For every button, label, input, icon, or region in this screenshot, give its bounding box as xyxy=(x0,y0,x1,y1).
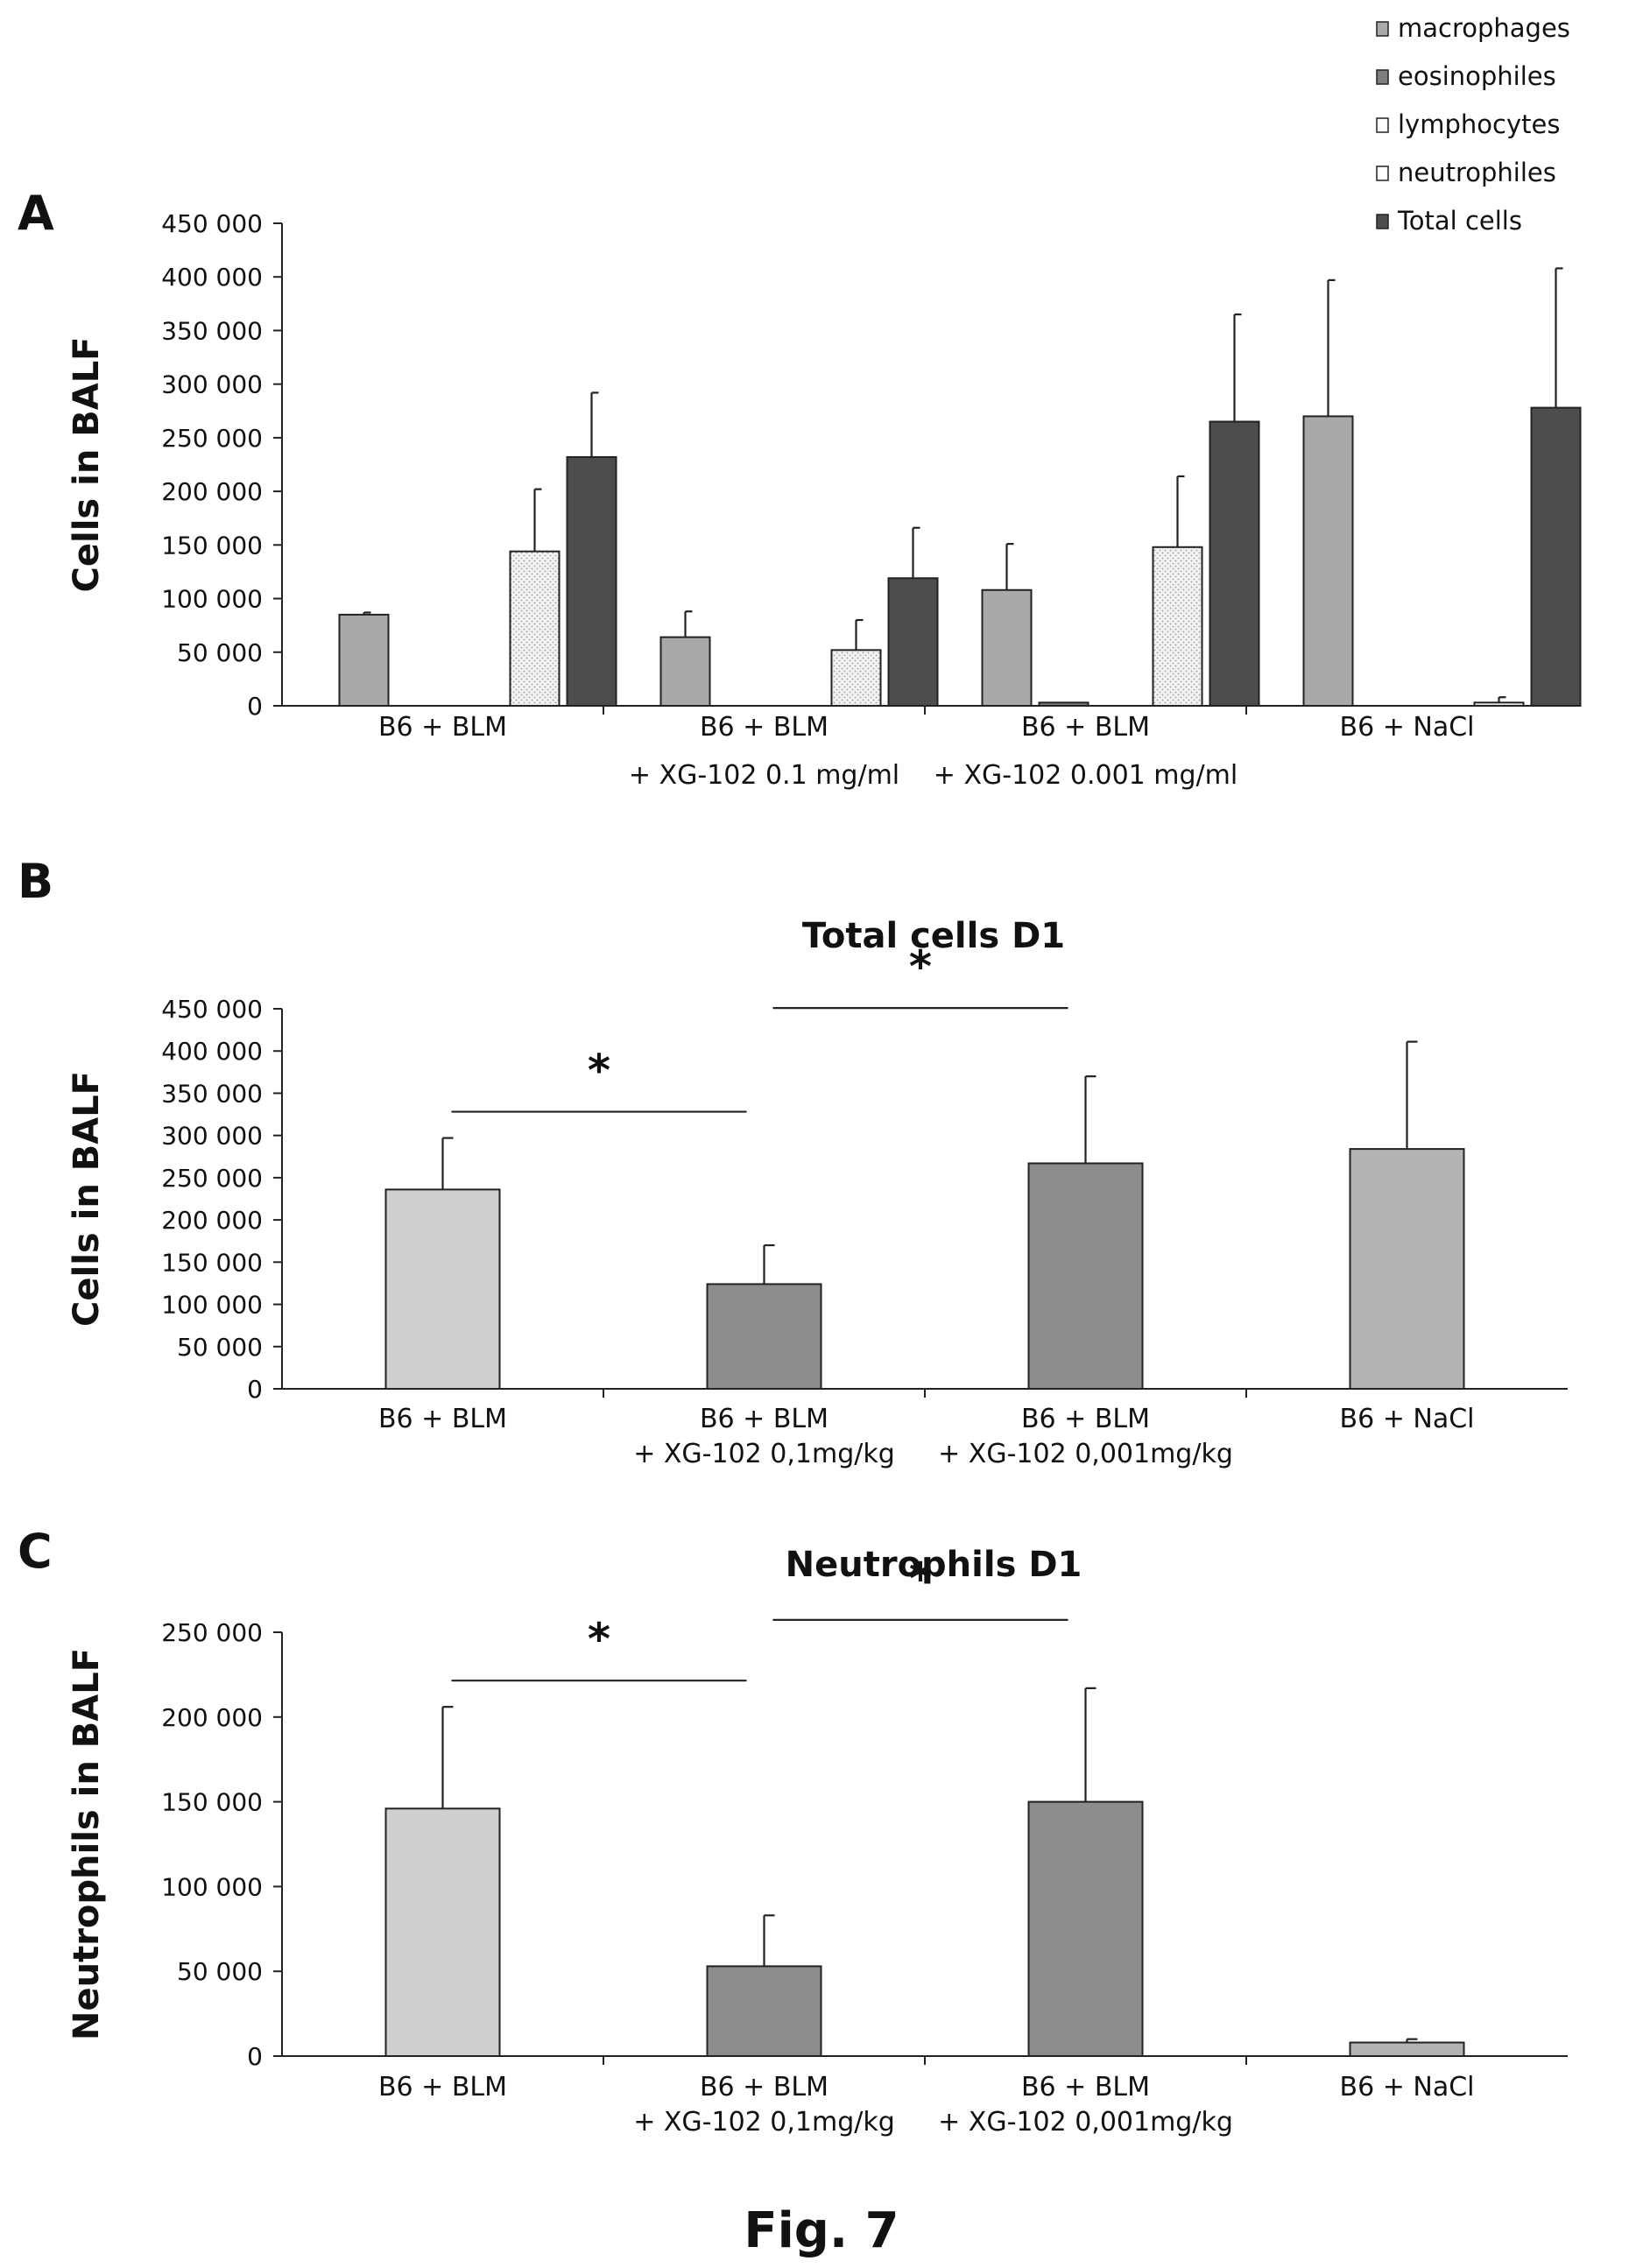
x-category-label: + XG-102 0,1mg/kg xyxy=(633,1439,895,1469)
y-axis-title: Cells in BALF xyxy=(67,1071,107,1327)
y-tick-label: 300 000 xyxy=(161,1122,263,1151)
x-category-label: B6 + BLM xyxy=(378,2072,507,2102)
bar-macrophages xyxy=(981,588,1033,708)
bar-neutrophiles xyxy=(1473,701,1525,707)
panel-letter: C xyxy=(18,1524,53,1579)
y-tick-label: 450 000 xyxy=(161,209,263,238)
panel-letter: A xyxy=(18,186,54,241)
y-tick-label: 0 xyxy=(247,2042,263,2071)
bar-neutrophiles xyxy=(1152,546,1203,707)
y-tick-label: 0 xyxy=(247,1375,263,1404)
y-tick-label: 250 000 xyxy=(161,1618,263,1647)
bar-eosinophiles xyxy=(1038,701,1089,707)
chart-panel-b: 0 50 000 100 000 150 000 200 000 250 000 300 0… xyxy=(18,854,1568,1469)
bar xyxy=(384,1807,501,2057)
legend-label: lymphocytes xyxy=(1398,109,1560,139)
bar xyxy=(1027,1800,1144,2058)
figure-label: Fig. 7 xyxy=(744,2202,899,2259)
y-tick-label: 100 000 xyxy=(161,585,263,614)
legend-swatch xyxy=(1376,166,1389,181)
panel-letter: B xyxy=(18,854,53,909)
legend-label: neutrophiles xyxy=(1398,158,1556,187)
legend-swatch xyxy=(1376,117,1389,133)
y-tick-label: 50 000 xyxy=(177,638,263,667)
bar xyxy=(384,1188,501,1390)
legend-label: Total cells xyxy=(1397,206,1522,236)
legend-label: macrophages xyxy=(1398,13,1570,43)
bar xyxy=(706,1965,822,2058)
x-category-label: B6 + BLM xyxy=(1021,1404,1150,1434)
y-tick-label: 200 000 xyxy=(161,1206,263,1235)
significance-marker: * xyxy=(588,1046,610,1096)
chart-panel-a: 0 50 000 100 000 150 000 200 000 250 000 300 0… xyxy=(18,13,1582,791)
x-category-label: B6 + BLM xyxy=(700,2072,829,2102)
y-tick-label: 200 000 xyxy=(161,477,263,506)
x-category-label: B6 + NaCl xyxy=(1340,1404,1475,1434)
bar-total-cells xyxy=(1209,420,1260,707)
y-tick-label: 50 000 xyxy=(177,1957,263,1986)
chart-title: Total cells D1 xyxy=(802,916,1065,956)
x-category-label: + XG-102 0.001 mg/ml xyxy=(934,760,1238,791)
chart-panel-c: 0 50 000 100 000 150 000 200 000 250 000 B6 + … xyxy=(18,1524,1568,2138)
x-category-label: B6 + BLM xyxy=(378,712,507,743)
y-tick-label: 50 000 xyxy=(177,1333,263,1362)
x-category-label: B6 + BLM xyxy=(700,1404,829,1434)
y-tick-label: 100 000 xyxy=(161,1291,263,1320)
y-tick-label: 350 000 xyxy=(161,1079,263,1108)
bar xyxy=(706,1283,822,1391)
x-category-label: B6 + BLM xyxy=(378,1404,507,1434)
x-category-label: B6 + BLM xyxy=(700,712,829,743)
x-category-label: + XG-102 0,001mg/kg xyxy=(938,1439,1233,1469)
y-axis-title: Cells in BALF xyxy=(67,336,107,592)
significance-marker: * xyxy=(909,941,932,992)
bar-neutrophiles xyxy=(830,649,882,708)
bar-macrophages xyxy=(338,613,390,708)
y-tick-label: 400 000 xyxy=(161,1037,263,1066)
y-tick-label: 150 000 xyxy=(161,531,263,560)
y-tick-label: 450 000 xyxy=(161,995,263,1024)
y-tick-label: 100 000 xyxy=(161,1872,263,1901)
bar-macrophages xyxy=(659,636,711,707)
x-category-label: B6 + BLM xyxy=(1021,2072,1150,2102)
bar xyxy=(1027,1162,1144,1390)
y-tick-label: 200 000 xyxy=(161,1703,263,1732)
bar-total-cells xyxy=(566,455,617,707)
x-category-label: B6 + BLM xyxy=(1021,712,1150,743)
y-tick-label: 150 000 xyxy=(161,1788,263,1817)
bar-total-cells xyxy=(887,577,939,708)
y-tick-label: 0 xyxy=(247,692,263,721)
significance-marker: * xyxy=(909,1553,932,1604)
x-category-label: + XG-102 0,001mg/kg xyxy=(938,2107,1233,2138)
bar-neutrophiles xyxy=(509,550,561,707)
bar-total-cells xyxy=(1530,406,1582,707)
significance-marker: * xyxy=(588,1614,610,1665)
y-tick-label: 400 000 xyxy=(161,263,263,292)
y-tick-label: 150 000 xyxy=(161,1248,263,1277)
legend-swatch xyxy=(1376,69,1389,85)
y-tick-label: 250 000 xyxy=(161,1164,263,1193)
x-category-label: + XG-102 0.1 mg/ml xyxy=(629,760,899,791)
bar xyxy=(1349,2041,1465,2057)
y-tick-label: 300 000 xyxy=(161,370,263,399)
y-tick-label: 250 000 xyxy=(161,424,263,453)
chart-title: Neutrophils D1 xyxy=(786,1545,1082,1585)
y-axis-title: Neutrophils in BALF xyxy=(67,1648,107,2040)
x-category-label: + XG-102 0,1mg/kg xyxy=(633,2107,895,2138)
legend-label: eosinophiles xyxy=(1398,61,1556,91)
legend-swatch xyxy=(1376,21,1389,37)
bar xyxy=(1349,1148,1465,1390)
bar-macrophages xyxy=(1302,415,1354,707)
x-category-label: B6 + NaCl xyxy=(1340,2072,1475,2102)
y-tick-label: 350 000 xyxy=(161,316,263,345)
legend-swatch xyxy=(1376,214,1389,229)
x-category-label: B6 + NaCl xyxy=(1340,712,1475,743)
